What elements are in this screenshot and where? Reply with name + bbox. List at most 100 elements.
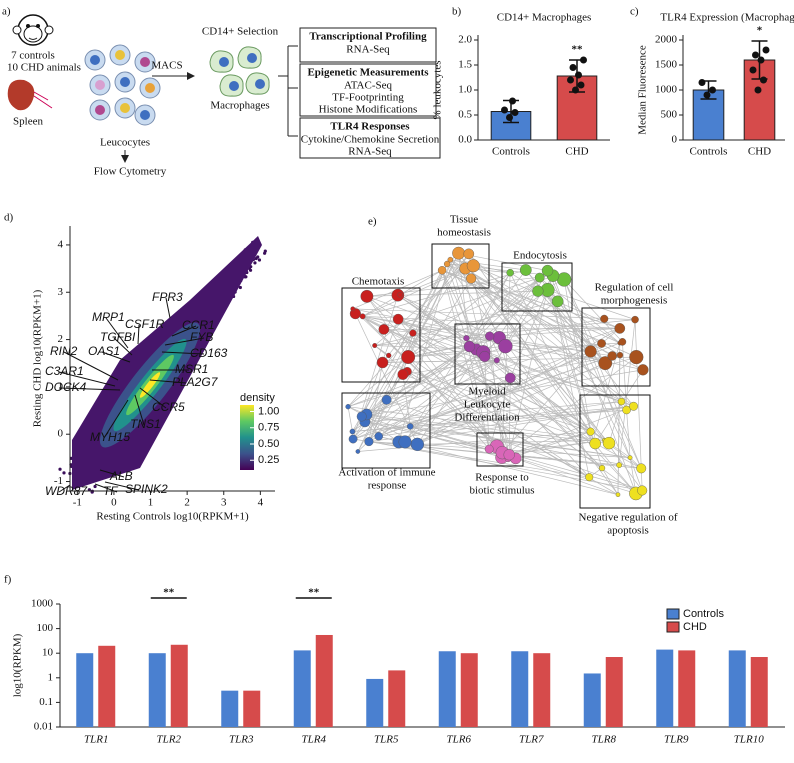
bar: [315, 634, 333, 727]
edge: [398, 351, 591, 443]
edge: [563, 279, 623, 343]
leader-line: [137, 324, 140, 345]
colorbar-tick-label: 1.00: [258, 405, 279, 417]
leucocyte-cluster: [84, 44, 161, 126]
network-node: [437, 266, 447, 275]
network-node: [532, 285, 544, 297]
edge: [547, 270, 642, 469]
edge: [382, 359, 497, 363]
cluster-box: [341, 392, 431, 469]
y-tick-label: 2.0: [458, 34, 472, 46]
cluster-label: biotic stimulus: [469, 485, 534, 497]
edge: [408, 318, 605, 358]
data-point: [760, 76, 767, 84]
edge: [547, 289, 636, 320]
edge: [509, 272, 594, 442]
assay-item: RNA-Seq: [346, 44, 390, 56]
data-point: [567, 76, 574, 84]
y-tick-label: 3: [58, 286, 64, 298]
edge: [366, 414, 610, 444]
network-node: [397, 368, 409, 380]
x-tick-label: TLR8: [592, 734, 617, 746]
bar: [148, 653, 166, 727]
x-tick-label: CHD: [748, 146, 771, 158]
y-tick-label: 1: [58, 380, 64, 392]
significance: **: [163, 587, 175, 599]
edge: [383, 329, 622, 402]
legend-label: Controls: [683, 608, 724, 620]
data-point: [572, 86, 579, 94]
edge: [473, 265, 620, 329]
nucleus: [90, 55, 100, 65]
data-point: [749, 66, 757, 74]
data-point: [501, 106, 508, 114]
network-node: [503, 449, 515, 461]
background-dot: [253, 261, 257, 265]
leader-line: [99, 469, 125, 478]
panel-label: d): [4, 212, 14, 224]
macs-label: MACS: [151, 60, 182, 72]
network-node: [410, 437, 425, 452]
y-tick-label: 0.5: [458, 109, 472, 121]
network-node: [493, 357, 500, 364]
network-node: [586, 427, 595, 436]
bar: [170, 644, 188, 727]
edge: [400, 268, 466, 296]
network-node: [466, 273, 477, 284]
panel-label: a): [2, 6, 11, 18]
cluster-label: apoptosis: [607, 525, 649, 537]
cluster-label: Endocytosis: [513, 250, 567, 262]
network-node: [556, 272, 572, 287]
significance: *: [757, 25, 763, 37]
spleen-icon: [7, 79, 35, 111]
network-node: [597, 339, 606, 348]
chart-title: CD14+ Macrophages: [497, 12, 592, 24]
data-point: [509, 97, 516, 105]
data-point: [511, 109, 519, 116]
cluster-label: Response to: [475, 472, 529, 484]
y-axis-label: log10(RPKM): [12, 633, 24, 697]
cluster-label: Tissue: [450, 214, 478, 226]
leader-line: [63, 351, 119, 381]
y-axis-label: Median Fluoresence: [637, 45, 649, 135]
y-axis-label: % leukocytes: [432, 61, 444, 120]
leader-line: [58, 387, 121, 391]
bar: [533, 653, 551, 727]
network-node: [519, 264, 532, 276]
legend-label: CHD: [683, 621, 707, 633]
bar: [98, 645, 116, 727]
x-tick-label: TLR10: [734, 734, 764, 746]
branch-arrow: [278, 45, 298, 137]
x-tick-label: TLR6: [447, 734, 472, 746]
cluster-label: response: [368, 480, 407, 492]
edge: [402, 374, 593, 443]
network-node: [637, 485, 648, 496]
x-tick-label: 0: [111, 497, 117, 509]
leader-line: [165, 297, 171, 319]
network-node: [541, 264, 554, 277]
edge: [468, 253, 643, 491]
leader-line: [104, 481, 140, 491]
data-point: [757, 56, 765, 64]
edge: [348, 406, 605, 441]
bar: [605, 657, 623, 727]
chart-title: TLR4 Expression (Macrophages): [660, 12, 794, 24]
network-node: [376, 356, 389, 369]
leucocytes-label: Leucocytes: [100, 137, 150, 149]
network-node: [372, 343, 378, 348]
edge: [364, 421, 503, 453]
significance: **: [308, 587, 320, 599]
panel-label: e): [368, 216, 377, 228]
x-tick-label: TLR5: [374, 734, 399, 746]
network-node: [374, 432, 383, 441]
leader-line: [149, 379, 187, 384]
cluster-label: Negative regulation of: [579, 512, 678, 524]
gene-label: RIN2: [50, 344, 78, 358]
edge: [386, 399, 643, 491]
network-node: [602, 436, 616, 450]
leader-line: [134, 394, 145, 426]
cluster-box: [476, 432, 524, 467]
nucleus: [95, 105, 105, 115]
y-tick-label: 1: [48, 671, 54, 683]
assay-title: Epigenetic Measurements: [307, 67, 429, 79]
